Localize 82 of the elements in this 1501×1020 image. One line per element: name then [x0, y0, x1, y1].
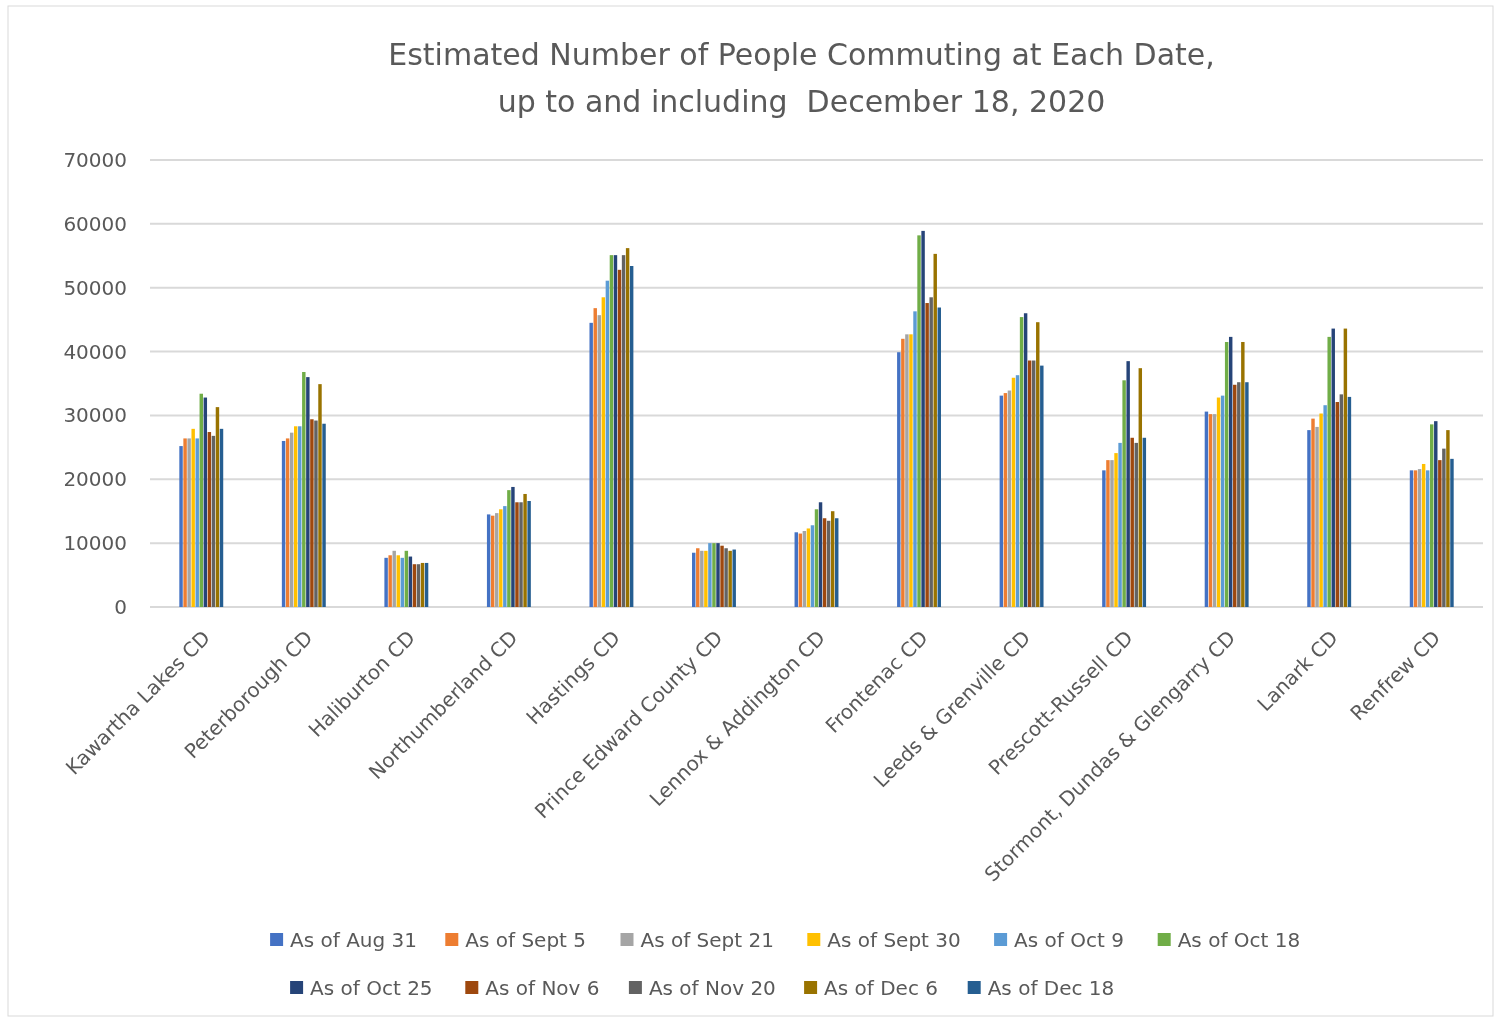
legend-label: As of Oct 25 — [310, 976, 433, 1000]
bar — [1126, 361, 1130, 607]
legend-label: As of Nov 6 — [485, 976, 600, 1000]
bar — [708, 543, 712, 607]
bar — [1446, 430, 1450, 607]
legend-label: As of Dec 6 — [824, 976, 938, 1000]
bar — [179, 446, 183, 607]
bar — [1122, 380, 1126, 607]
bar — [310, 419, 314, 607]
bar — [1323, 405, 1327, 607]
bar — [1110, 460, 1114, 607]
bar — [384, 557, 388, 607]
bar — [1241, 341, 1245, 607]
bar — [704, 550, 708, 607]
bar — [913, 311, 917, 607]
bar — [728, 550, 732, 607]
bar — [712, 543, 716, 607]
y-tick-label: 50000 — [63, 275, 127, 300]
bar — [1307, 430, 1311, 607]
legend-label: As of Nov 20 — [648, 976, 776, 1000]
bar — [523, 493, 527, 607]
bar — [909, 334, 913, 607]
bar — [1114, 453, 1118, 607]
bar — [183, 438, 187, 607]
bar — [917, 235, 921, 607]
bar — [901, 338, 905, 607]
y-tick-label: 40000 — [63, 339, 127, 364]
bar — [318, 384, 322, 607]
bar — [1106, 460, 1110, 607]
bar — [921, 230, 925, 607]
bar — [515, 502, 519, 607]
legend-label: As of Sept 30 — [827, 928, 961, 952]
bar — [519, 502, 523, 607]
bar — [499, 509, 503, 607]
bar — [905, 334, 909, 607]
bar — [314, 420, 318, 607]
bar — [700, 550, 704, 607]
bar — [1327, 336, 1331, 607]
bar — [511, 486, 515, 607]
bar — [589, 322, 593, 607]
bar — [724, 548, 728, 607]
y-tick-label: 70000 — [63, 148, 127, 172]
bar — [1237, 382, 1241, 607]
bar — [187, 438, 191, 607]
legend-label: As of Dec 18 — [987, 976, 1115, 1000]
bar — [527, 501, 531, 607]
legend-label: As of Sept 5 — [465, 928, 587, 952]
bar — [1438, 460, 1442, 607]
bar — [897, 352, 901, 607]
bar — [1311, 418, 1315, 607]
bar — [322, 423, 326, 607]
bar — [392, 550, 396, 607]
bar — [388, 555, 392, 607]
legend-label: As of Aug 31 — [290, 928, 418, 952]
bar — [1118, 442, 1122, 607]
bar — [720, 545, 724, 607]
legend-label: As of Oct 18 — [1177, 928, 1301, 952]
bar — [1102, 470, 1106, 607]
bar — [1040, 365, 1044, 607]
y-tick-label: 20000 — [63, 467, 127, 492]
bar — [1442, 448, 1446, 607]
bar — [191, 428, 195, 607]
bar — [306, 377, 310, 607]
y-tick-label: 30000 — [63, 403, 127, 428]
bar — [1319, 413, 1323, 607]
bar — [503, 506, 507, 607]
bar — [1130, 437, 1134, 607]
y-tick-label: 60000 — [63, 211, 127, 236]
bar — [1315, 426, 1319, 607]
bar — [507, 490, 511, 607]
bar — [1450, 458, 1454, 607]
y-tick-label: 10000 — [63, 531, 127, 556]
bar — [1245, 382, 1249, 607]
legend-label: As of Oct 9 — [1014, 928, 1124, 952]
legend-label: As of Sept 21 — [640, 928, 774, 952]
bar — [716, 543, 720, 607]
chart-title: Estimated Number of People Commuting at Each Date, up to and including December 18, 2020 — [388, 37, 1215, 119]
bar — [302, 372, 306, 607]
bar — [732, 549, 736, 607]
bar — [925, 303, 929, 607]
bar — [929, 297, 933, 607]
y-tick-label: 0 — [114, 595, 127, 619]
